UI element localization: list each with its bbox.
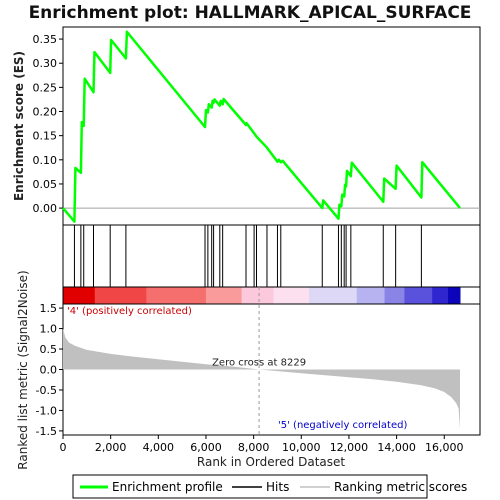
es-y-tick-label: 0.35 (33, 33, 58, 46)
x-tick-label: 10,000 (282, 441, 321, 454)
x-axis-ticks: 0 2,000 4,000 6,000 8,000 10,000 12,000 14,000 1… (60, 435, 464, 454)
ranking-metric-area (63, 328, 460, 429)
ranking-color-bar (63, 287, 461, 304)
color-bar-segment (404, 287, 433, 304)
chart-title: Enrichment plot: HALLMARK_APICAL_SURFACE (29, 3, 472, 23)
legend-metric-label: Ranking metric scores (334, 480, 467, 494)
zero-cross-label: Zero cross at 8229 (212, 358, 306, 369)
x-tick-label: 2,000 (95, 441, 127, 454)
es-y-tick-label: 0.30 (33, 57, 58, 70)
metric-y-tick-label: -1.0 (36, 404, 57, 417)
positive-correlation-label: '4' (positively correlated) (67, 306, 192, 317)
metric-y-axis-label: Ranked list metric (Signal2Noise) (16, 270, 30, 469)
metric-y-tick-label: -0.5 (36, 384, 57, 397)
metric-y-tick-label: -1.5 (36, 425, 57, 438)
x-tick-label: 6,000 (190, 441, 222, 454)
hits-markers (73, 225, 422, 287)
legend-profile-label: Enrichment profile (112, 480, 223, 494)
x-tick-label: 16,000 (425, 441, 464, 454)
negative-correlation-label: '5' (negatively correlated) (278, 420, 407, 431)
metric-y-tick-label: 0.5 (40, 343, 58, 356)
metric-y-tick-label: 1.5 (40, 302, 58, 315)
color-bar-segment (146, 287, 207, 304)
es-y-tick-label: 0.15 (33, 130, 58, 143)
metric-y-tick-label: 0.0 (40, 364, 58, 377)
color-bar-segment (356, 287, 386, 304)
x-tick-label: 0 (60, 441, 67, 454)
x-tick-label: 12,000 (330, 441, 369, 454)
enrichment-profile-line (62, 30, 461, 223)
color-bar-segment (241, 287, 274, 304)
color-bar-segment (432, 287, 449, 304)
color-bar-segment (205, 287, 243, 304)
color-bar-segment (309, 287, 358, 304)
x-axis-label: Rank in Ordered Dataset (197, 455, 345, 469)
es-y-tick-label: 0.20 (33, 106, 58, 119)
metric-y-ticks: -1.5 -1.0 -0.5 0.0 0.5 1.0 1.5 (36, 302, 63, 438)
legend-hits-label: Hits (266, 480, 289, 494)
color-bar-segment (448, 287, 461, 304)
color-bar-segment (384, 287, 405, 304)
color-bar-segment (273, 287, 310, 304)
x-tick-label: 14,000 (377, 441, 416, 454)
es-y-ticks: 0.00 0.05 0.10 0.15 0.20 0.25 0.30 0.35 (33, 33, 63, 215)
legend: Enrichment profile Hits Ranking metric s… (72, 474, 467, 499)
es-y-axis-label: Enrichment score (ES) (12, 51, 26, 201)
x-tick-label: 8,000 (238, 441, 270, 454)
es-y-tick-label: 0.10 (33, 154, 58, 167)
color-bar-segment (94, 287, 147, 304)
x-tick-label: 4,000 (143, 441, 175, 454)
es-y-tick-label: 0.05 (33, 178, 58, 191)
metric-y-tick-label: 1.0 (40, 323, 58, 336)
es-y-tick-label: 0.25 (33, 81, 58, 94)
color-bar-segment (63, 287, 96, 304)
es-y-tick-label: 0.00 (33, 202, 58, 215)
